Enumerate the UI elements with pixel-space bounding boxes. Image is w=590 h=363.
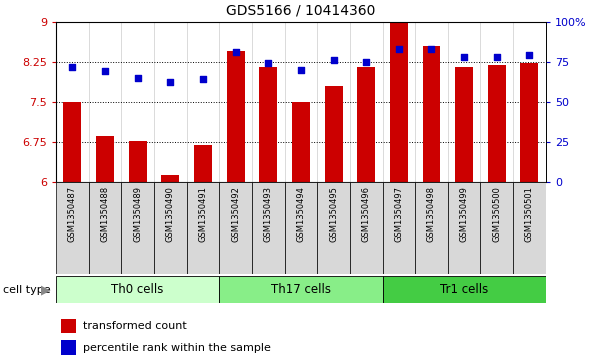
Point [100, 68, 110, 74]
Point [329, 57, 338, 63]
Text: GSM1350493: GSM1350493 [264, 186, 273, 242]
Bar [390, 23, 408, 182]
Bar [227, 51, 245, 182]
Bar [122, 182, 154, 274]
Bar [357, 67, 375, 182]
Bar [61, 319, 76, 333]
Bar [284, 182, 317, 274]
Bar [56, 182, 88, 274]
Point [166, 79, 175, 85]
Bar [61, 340, 76, 355]
Text: GSM1350500: GSM1350500 [492, 186, 502, 242]
Bar [292, 102, 310, 182]
Bar [513, 182, 546, 274]
Bar [161, 175, 179, 182]
Point [264, 60, 273, 66]
Bar [317, 182, 350, 274]
Text: transformed count: transformed count [83, 321, 186, 331]
Bar [350, 182, 382, 274]
Point [492, 54, 502, 60]
Point [296, 67, 306, 73]
Bar [194, 145, 212, 182]
Text: GSM1350495: GSM1350495 [329, 186, 338, 242]
Point [68, 64, 77, 69]
Point [525, 52, 534, 58]
Bar [480, 182, 513, 274]
Bar [259, 67, 277, 182]
Bar [56, 276, 219, 303]
Text: ▶: ▶ [41, 284, 51, 297]
Point [362, 59, 371, 65]
Bar [520, 63, 539, 182]
Bar [129, 141, 147, 182]
Point [427, 46, 436, 52]
Bar [382, 276, 546, 303]
Text: cell type: cell type [3, 285, 51, 295]
Text: percentile rank within the sample: percentile rank within the sample [83, 343, 271, 352]
Text: GSM1350497: GSM1350497 [394, 186, 404, 242]
Text: GSM1350494: GSM1350494 [296, 186, 306, 242]
Bar [324, 86, 343, 182]
Point [198, 76, 208, 82]
Bar [88, 182, 122, 274]
Bar [154, 182, 186, 274]
Title: GDS5166 / 10414360: GDS5166 / 10414360 [226, 4, 376, 18]
Text: Th0 cells: Th0 cells [112, 283, 164, 296]
Point [460, 54, 469, 60]
Text: GSM1350487: GSM1350487 [68, 186, 77, 242]
Text: GSM1350492: GSM1350492 [231, 186, 240, 242]
Text: GSM1350490: GSM1350490 [166, 186, 175, 242]
Bar [382, 182, 415, 274]
Text: Tr1 cells: Tr1 cells [440, 283, 489, 296]
Bar [219, 182, 252, 274]
Bar [96, 136, 114, 182]
Bar [415, 182, 448, 274]
Point [133, 75, 142, 81]
Text: GSM1350496: GSM1350496 [362, 186, 371, 242]
Point [231, 49, 240, 55]
Bar [63, 102, 81, 182]
Bar [252, 182, 284, 274]
Text: GSM1350498: GSM1350498 [427, 186, 436, 242]
Point [394, 46, 404, 52]
Text: GSM1350488: GSM1350488 [100, 186, 110, 242]
Text: Th17 cells: Th17 cells [271, 283, 331, 296]
Text: GSM1350489: GSM1350489 [133, 186, 142, 242]
Bar [422, 46, 441, 182]
Bar [219, 276, 382, 303]
Bar [448, 182, 480, 274]
Bar [455, 67, 473, 182]
Text: GSM1350501: GSM1350501 [525, 186, 534, 242]
Bar [186, 182, 219, 274]
Text: GSM1350491: GSM1350491 [198, 186, 208, 242]
Bar [488, 65, 506, 182]
Text: GSM1350499: GSM1350499 [460, 186, 468, 242]
